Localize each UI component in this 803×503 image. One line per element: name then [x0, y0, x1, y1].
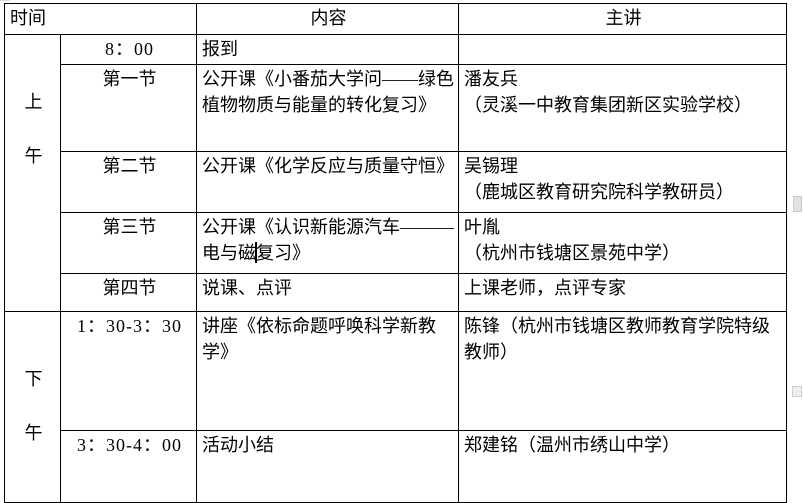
header-cell-speaker: 主讲: [458, 3, 787, 35]
header-cell-content: 内容: [196, 3, 459, 35]
cell-content-editing[interactable]: 公开课《认识新能源汽车———电与磁复习》: [196, 212, 459, 274]
cell-time: 3：30-4：00: [60, 429, 197, 503]
section-label-char: 上: [24, 92, 43, 112]
cell-time: 1：30-3：30: [60, 311, 197, 431]
cell-content-text-after-caret: 复习》: [256, 243, 310, 263]
cell-time: 第三节: [60, 212, 197, 274]
section-label-char: 午: [24, 423, 43, 443]
table-row: 第一节 公开课《小番茄大学问——绿色植物物质与能量的转化复习》 潘友兵 （灵溪一…: [5, 64, 787, 152]
cell-speaker: 陈锋（杭州市钱塘区教师教育学院特级教师）: [458, 311, 787, 431]
cell-content: 公开课《化学反应与质量守恒》: [196, 151, 459, 213]
cell-speaker: 吴锡理 （鹿城区教育研究院科学教研员）: [458, 151, 787, 213]
text-caret: [255, 242, 257, 263]
table-row: 上 午 8：00 报到: [4, 34, 787, 312]
section-label-char: 下: [24, 369, 43, 389]
cell-time: 第二节: [60, 151, 197, 213]
section-label-morning: 上 午: [4, 34, 61, 312]
cell-time: 8：00: [60, 34, 197, 65]
section-label-afternoon: 下 午: [4, 311, 61, 503]
cell-time: 第一节: [60, 64, 197, 152]
cell-content-text-before-caret: 公开课《认识新能源汽车———电与磁: [202, 217, 454, 263]
table-row: 3：30-4：00 活动小结 郑建铭（温州市绣山中学）: [5, 429, 787, 503]
table-row: 第二节 公开课《化学反应与质量守恒》 吴锡理 （鹿城区教育研究院科学教研员）: [5, 151, 787, 213]
cell-speaker: 上课老师，点评专家: [458, 273, 787, 312]
page-corner-artifact: [0, 0, 10, 1]
scrollbar-thumb[interactable]: [793, 196, 802, 212]
cell-time: 第四节: [60, 273, 197, 312]
cell-speaker: 潘友兵 （灵溪一中教育集团新区实验学校）: [458, 64, 787, 152]
cell-content: 说课、点评: [196, 273, 459, 312]
cell-content: 报到: [196, 34, 459, 65]
cell-speaker: [458, 34, 787, 65]
header-cell-time: 时间: [4, 3, 197, 35]
cell-content: 活动小结: [196, 429, 459, 503]
table-row: 下 午 1：30-3：30 讲座《依标命题呼唤科学新教学》 陈锋（杭州市钱塘区教…: [4, 311, 787, 503]
cell-content: 公开课《小番茄大学问——绿色植物物质与能量的转化复习》: [196, 64, 459, 152]
section-label-char: 午: [24, 146, 43, 166]
cell-speaker: 叶胤 （杭州市钱塘区景苑中学）: [458, 212, 787, 274]
table-header-row: 时间 内容 主讲: [4, 3, 787, 35]
schedule-table: 时间 内容 主讲 上 午 8：00 报到 第一节 公开课《小番茄大学问: [4, 3, 787, 503]
cell-content: 讲座《依标命题呼唤科学新教学》: [196, 311, 459, 431]
scroll-corner-nub[interactable]: [792, 386, 802, 397]
table-row: 第三节 公开课《认识新能源汽车———电与磁复习》 叶胤 （杭州市钱塘区景苑中学）: [5, 212, 787, 274]
cell-speaker: 郑建铭（温州市绣山中学）: [458, 429, 787, 503]
table-row: 第四节 说课、点评 上课老师，点评专家: [5, 273, 787, 312]
